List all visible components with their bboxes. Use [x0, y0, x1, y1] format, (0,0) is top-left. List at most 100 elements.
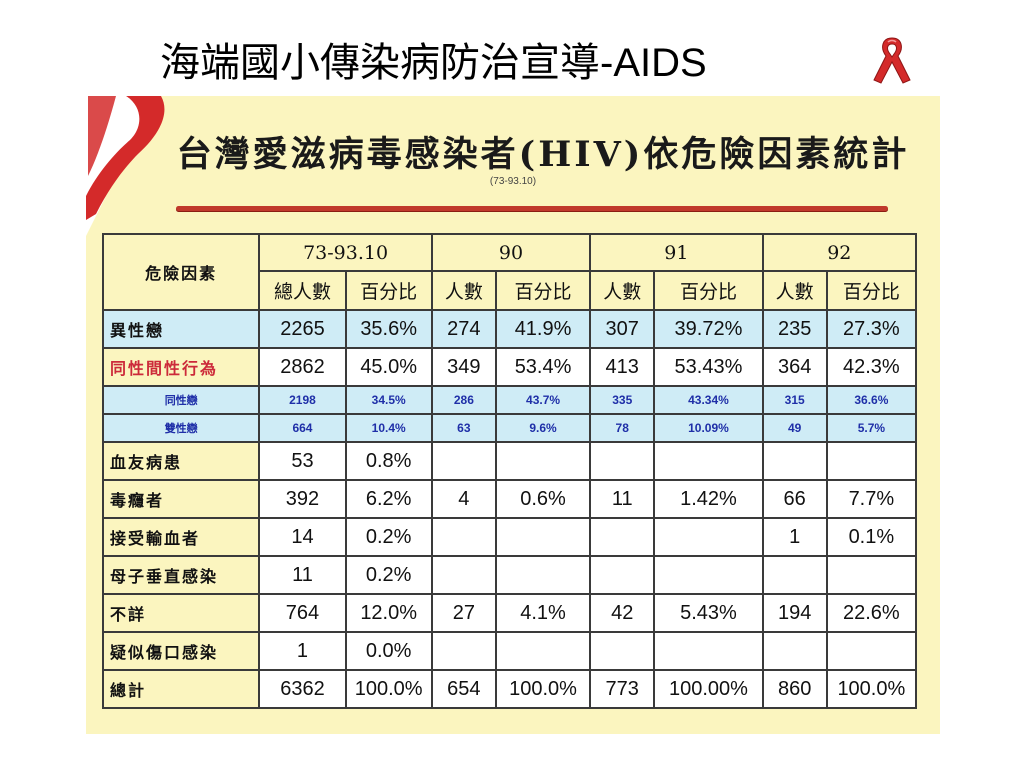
count-cell: 78	[589, 413, 656, 443]
table-header-row-measures: 總人數 百分比 人數 百分比 人數 百分比 人數 百分比	[103, 270, 918, 311]
total-count-header: 總人數	[258, 270, 347, 311]
count-cell: 194	[761, 593, 828, 633]
percent-cell	[653, 555, 764, 595]
percent-cell: 35.6%	[344, 309, 433, 349]
percent-cell: 6.2%	[344, 479, 433, 519]
count-cell: 286	[430, 385, 497, 415]
panel-ribbon-icon	[86, 96, 165, 236]
count-cell: 63	[430, 413, 497, 443]
count-cell: 4	[430, 479, 497, 519]
count-cell: 860	[761, 669, 828, 709]
count-cell: 1	[258, 631, 347, 671]
count-cell: 764	[258, 593, 347, 633]
count-cell: 2198	[258, 385, 347, 415]
percent-cell: 0.2%	[344, 517, 433, 557]
corner-header: 危險因素	[101, 233, 261, 311]
slide-title-suffix: -AIDS	[600, 41, 707, 85]
percent-cell: 0.0%	[344, 631, 433, 671]
period-header: 90	[430, 233, 592, 272]
percent-cell: 9.6%	[494, 413, 592, 443]
count-cell	[430, 517, 497, 557]
table-row: 疑似傷口感染 1 0.0%	[101, 631, 918, 671]
count-cell	[430, 631, 497, 671]
percent-cell: 0.8%	[344, 441, 433, 481]
percent-cell: 0.2%	[344, 555, 433, 595]
count-cell: 14	[258, 517, 347, 557]
count-cell: 11	[258, 555, 347, 595]
table-row: 雙性戀 664 10.4% 63 9.6% 78 10.09% 49 5.7%	[101, 413, 918, 443]
percent-cell: 42.3%	[825, 347, 918, 387]
percent-cell: 0.1%	[825, 517, 918, 557]
row-label: 毒癮者	[101, 479, 261, 519]
percent-cell	[653, 441, 764, 481]
percent-cell: 27.3%	[825, 309, 918, 349]
percent-cell: 34.5%	[344, 385, 433, 415]
percent-cell: 43.34%	[653, 385, 764, 415]
count-cell: 335	[589, 385, 656, 415]
count-cell	[761, 441, 828, 481]
percent-cell	[653, 631, 764, 671]
row-label: 總計	[101, 669, 261, 709]
table-row: 毒癮者 392 6.2% 4 0.6% 11 1.42% 66 7.7%	[101, 479, 918, 519]
count-cell: 413	[589, 347, 656, 387]
table-body: 異性戀 2265 35.6% 274 41.9% 307 39.72% 235 27.3% 同性間…	[101, 309, 918, 709]
statistics-panel: 台灣愛滋病毒感染者(HIV)依危險因素統計 (73-93.10) 危險因素 73…	[86, 96, 940, 734]
table-row: 母子垂直感染 11 0.2%	[101, 555, 918, 595]
row-label: 同性戀	[101, 385, 261, 415]
percent-cell: 5.7%	[825, 413, 918, 443]
count-cell	[430, 441, 497, 481]
row-label: 異性戀	[101, 309, 261, 349]
percent-header: 百分比	[825, 270, 918, 311]
percent-cell: 100.00%	[653, 669, 764, 709]
table-row: 同性戀 2198 34.5% 286 43.7% 335 43.34% 315 36.6%	[101, 385, 918, 415]
count-cell	[430, 555, 497, 595]
percent-cell: 39.72%	[653, 309, 764, 349]
percent-header: 百分比	[344, 270, 433, 311]
table-row: 接受輸血者 14 0.2% 1 0.1%	[101, 517, 918, 557]
percent-header: 百分比	[494, 270, 592, 311]
percent-cell: 41.9%	[494, 309, 592, 349]
red-ribbon-icon	[873, 37, 911, 84]
percent-cell: 0.6%	[494, 479, 592, 519]
percent-cell	[494, 631, 592, 671]
percent-cell: 22.6%	[825, 593, 918, 633]
percent-cell: 12.0%	[344, 593, 433, 633]
percent-cell: 100.0%	[494, 669, 592, 709]
period-header: 91	[589, 233, 764, 272]
period-header: 92	[761, 233, 918, 272]
percent-header: 百分比	[653, 270, 764, 311]
table-row: 總計 6362 100.0% 654 100.0% 773 100.00% 860 100.0%	[101, 669, 918, 709]
count-header: 人數	[761, 270, 828, 311]
percent-cell: 45.0%	[344, 347, 433, 387]
table-header-row-periods: 危險因素 73-93.10 90 91 92	[101, 233, 918, 311]
percent-cell: 4.1%	[494, 593, 592, 633]
count-cell: 1	[761, 517, 828, 557]
count-cell: 6362	[258, 669, 347, 709]
row-label: 血友病患	[101, 441, 261, 481]
risk-factor-table: 危險因素 73-93.10 90 91 92 總人數 百分比 人數 百分比 人數…	[101, 233, 918, 709]
count-cell: 49	[761, 413, 828, 443]
percent-cell: 53.43%	[653, 347, 764, 387]
percent-cell: 1.42%	[653, 479, 764, 519]
count-cell: 664	[258, 413, 347, 443]
count-cell: 27	[430, 593, 497, 633]
count-cell	[589, 441, 656, 481]
percent-cell: 100.0%	[825, 669, 918, 709]
count-header: 人數	[589, 270, 656, 311]
percent-cell: 5.43%	[653, 593, 764, 633]
count-cell: 349	[430, 347, 497, 387]
percent-cell	[825, 631, 918, 671]
count-cell: 307	[589, 309, 656, 349]
panel-divider	[176, 206, 888, 211]
row-label: 母子垂直感染	[101, 555, 261, 595]
percent-cell: 53.4%	[494, 347, 592, 387]
row-label: 疑似傷口感染	[101, 631, 261, 671]
percent-cell	[494, 441, 592, 481]
count-cell: 53	[258, 441, 347, 481]
count-cell: 2265	[258, 309, 347, 349]
count-cell: 42	[589, 593, 656, 633]
count-cell	[761, 555, 828, 595]
count-cell: 773	[589, 669, 656, 709]
percent-cell	[494, 555, 592, 595]
count-cell: 235	[761, 309, 828, 349]
